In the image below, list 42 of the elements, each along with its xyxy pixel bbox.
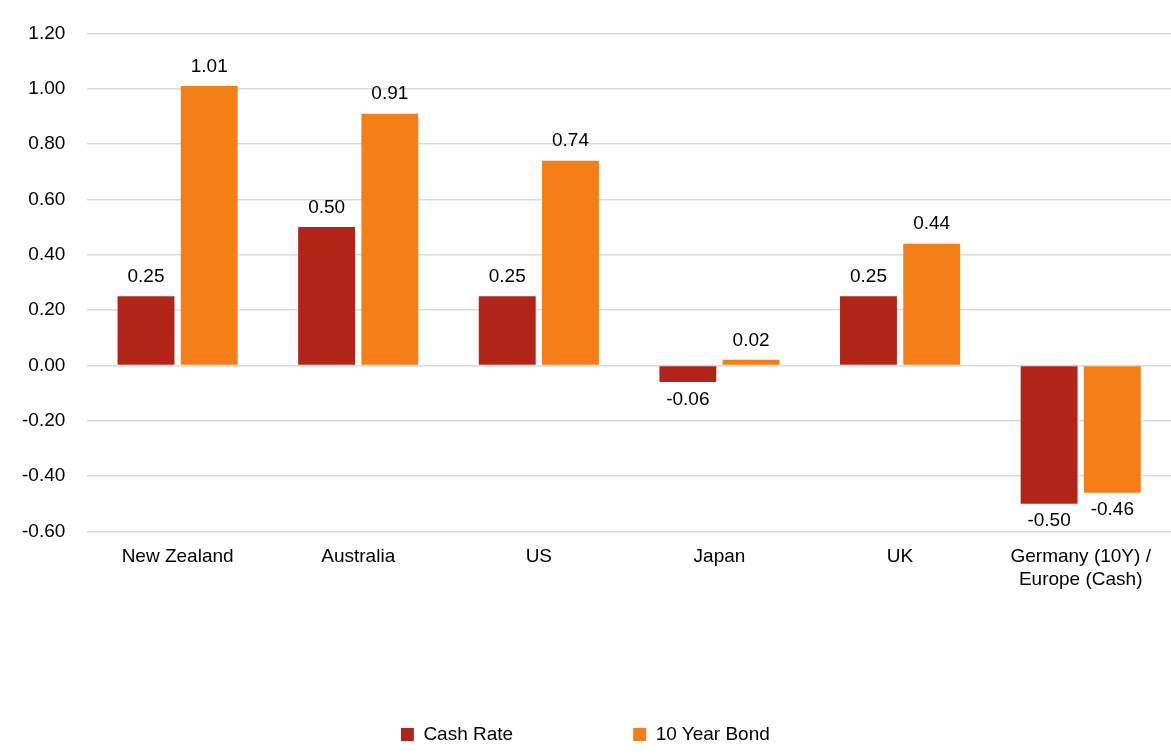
- y-tick-label: -0.40: [21, 464, 66, 486]
- y-tick-label: 0.60: [28, 187, 66, 209]
- y-tick-label: 1.20: [28, 21, 66, 43]
- data-label: -0.50: [1027, 509, 1071, 531]
- bar: [903, 243, 961, 365]
- bar: [180, 85, 238, 365]
- legend-label: 10 Year Bond: [655, 722, 770, 744]
- bar: [1020, 366, 1078, 504]
- y-tick-label: 0.40: [28, 242, 66, 264]
- data-label: 0.91: [371, 82, 409, 104]
- data-label: 0.50: [308, 195, 346, 217]
- data-label: 0.25: [849, 264, 887, 286]
- y-tick-label: -0.20: [21, 408, 66, 430]
- x-tick-label: US: [525, 545, 553, 567]
- bar: [542, 160, 599, 365]
- data-label: -0.46: [1090, 498, 1134, 520]
- bar: [840, 296, 897, 365]
- data-label: -0.06: [666, 387, 710, 409]
- data-label: 0.25: [488, 264, 526, 286]
- y-tick-label: -0.60: [21, 519, 66, 541]
- y-tick-label: 0.80: [28, 132, 66, 154]
- data-label: 0.74: [551, 129, 590, 151]
- bar: [478, 296, 536, 365]
- bar: [117, 296, 175, 365]
- legend-label: Cash Rate: [423, 722, 514, 744]
- bar: [659, 366, 717, 382]
- y-tick-label: 0.00: [28, 353, 66, 375]
- y-tick-label: 1.00: [28, 76, 66, 98]
- x-tick-label: UK: [886, 545, 914, 567]
- bar: [1083, 366, 1141, 493]
- data-label: 0.25: [127, 264, 165, 286]
- bar: [361, 113, 419, 365]
- y-tick-label: 0.20: [28, 298, 66, 320]
- data-label: 0.02: [732, 328, 770, 350]
- x-tick-label: Japan: [693, 545, 746, 567]
- bar: [298, 227, 356, 365]
- data-label: 0.44: [913, 212, 951, 234]
- x-tick-label: Germany (10Y) / Europe (Cash): [1010, 545, 1152, 589]
- bar: [722, 359, 780, 365]
- x-tick-label: New Zealand: [121, 545, 234, 567]
- x-tick-label: Australia: [321, 545, 396, 567]
- data-label: 1.01: [190, 54, 228, 76]
